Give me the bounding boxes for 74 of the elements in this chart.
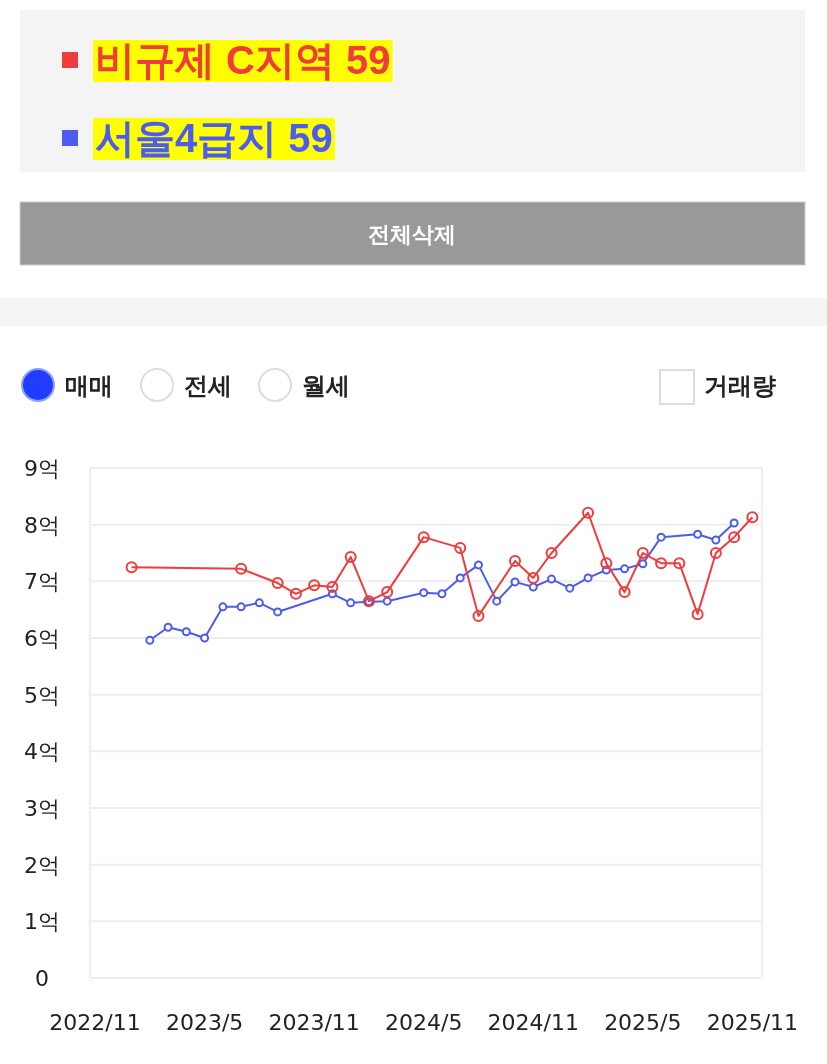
button: 전체삭제 — [19, 201, 806, 266]
point — [545, 547, 558, 559]
x-tick-label: 2022/11 — [49, 1010, 141, 1035]
x-tick-label: 2023/11 — [268, 1010, 360, 1035]
point — [728, 531, 741, 544]
y-tick-label: 2억 — [24, 852, 60, 878]
radio: 월세 — [258, 368, 350, 402]
point — [236, 602, 246, 612]
legend-label: 비규제 C지역 59 — [95, 38, 391, 82]
point — [235, 562, 248, 575]
point — [381, 586, 394, 599]
point — [711, 535, 721, 545]
point — [254, 598, 264, 608]
point — [583, 573, 593, 583]
point — [273, 607, 283, 617]
y-tick-label: 5억 — [24, 682, 60, 708]
point — [656, 532, 666, 542]
point — [693, 529, 703, 539]
point — [547, 574, 557, 584]
y-tick-label: 6억 — [24, 626, 60, 651]
y-tick-label: 4억 — [24, 739, 60, 765]
point — [655, 557, 668, 570]
point — [618, 586, 631, 599]
point — [729, 518, 739, 528]
point — [437, 589, 447, 599]
point — [271, 577, 284, 590]
point — [326, 581, 339, 593]
point — [382, 596, 392, 606]
point — [163, 622, 173, 632]
y-tick-label: 7억 — [24, 569, 60, 595]
point — [308, 579, 321, 592]
point — [419, 588, 429, 598]
point — [709, 547, 722, 559]
point — [145, 635, 155, 645]
point — [528, 582, 538, 592]
point — [636, 547, 649, 559]
x-tick-label: 2023/5 — [165, 1010, 244, 1035]
point — [600, 557, 613, 570]
y-tick-label: 3억 — [24, 796, 60, 821]
legend-label: 서울4급지 59 — [95, 116, 333, 160]
point — [181, 627, 191, 637]
point — [509, 554, 522, 567]
checkbox: 거래량 — [659, 369, 776, 405]
x-tick-label: 2025/11 — [706, 1010, 799, 1035]
point — [492, 596, 502, 606]
point — [620, 564, 630, 574]
point — [474, 560, 483, 570]
y-tick-label: 8억 — [24, 512, 60, 538]
point — [510, 577, 520, 587]
y-tick-label: 1억 — [24, 909, 60, 935]
point — [472, 609, 485, 622]
point — [417, 531, 430, 544]
point — [218, 602, 228, 612]
point — [565, 583, 575, 593]
point — [582, 506, 595, 519]
radio: 매매 — [21, 368, 113, 402]
point — [455, 573, 465, 583]
point — [638, 559, 648, 569]
point — [527, 571, 540, 584]
x-tick-label: 2025/5 — [604, 1010, 682, 1035]
radio: 전세 — [140, 368, 232, 402]
point — [691, 608, 704, 621]
x-tick-label: 2024/11 — [487, 1010, 579, 1035]
point — [289, 587, 302, 600]
point — [344, 550, 357, 563]
point — [673, 557, 686, 570]
point — [125, 561, 138, 574]
point — [454, 541, 467, 554]
point — [200, 633, 210, 643]
point — [346, 598, 356, 608]
point — [746, 511, 759, 524]
y-tick-label: 0 — [35, 966, 49, 991]
x-tick-label: 2024/5 — [385, 1010, 463, 1035]
y-tick-label: 9억 — [24, 456, 60, 481]
